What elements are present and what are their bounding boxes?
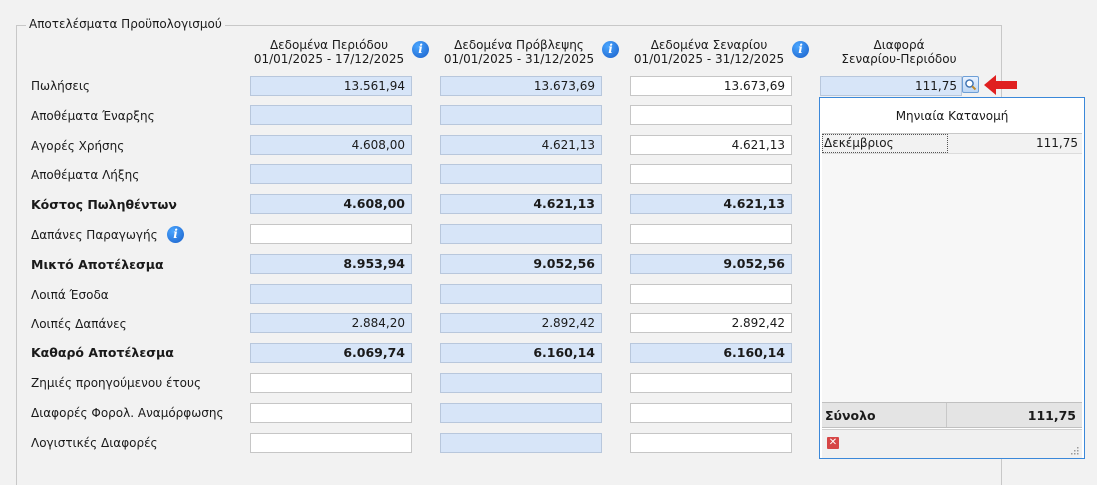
forecast-value-field[interactable]: 13.673,69 bbox=[440, 76, 602, 96]
forecast-value-field[interactable]: 2.892,42 bbox=[440, 313, 602, 333]
magnifier-icon bbox=[965, 79, 977, 91]
list-item-value: 111,75 bbox=[1036, 136, 1078, 150]
period-value-field[interactable]: 8.953,94 bbox=[250, 254, 412, 274]
forecast-value-field[interactable] bbox=[440, 105, 602, 125]
list-item[interactable]: Δεκέμβριος 111,75 bbox=[822, 134, 1082, 154]
popup-footer: ✕ bbox=[822, 429, 1082, 458]
forecast-value-field[interactable] bbox=[440, 373, 602, 393]
row-label-other-expenses: Λοιπές Δαπάνες bbox=[31, 317, 127, 331]
scenario-value-field[interactable]: 6.160,14 bbox=[630, 343, 792, 363]
period-value-field[interactable] bbox=[250, 105, 412, 125]
column-separator bbox=[946, 403, 947, 427]
column-header-forecast-dates: 01/01/2025 - 31/12/2025 bbox=[443, 52, 595, 66]
row-label-sales: Πωλήσεις bbox=[31, 79, 90, 93]
group-title: Αποτελέσματα Προϋπολογισμού bbox=[26, 17, 225, 31]
total-label: Σύνολο bbox=[825, 408, 876, 423]
period-value-field[interactable] bbox=[250, 373, 412, 393]
scenario-value-field[interactable]: 2.892,42 bbox=[630, 313, 792, 333]
row-label-production-expenses: Δαπάνες Παραγωγής bbox=[31, 228, 158, 242]
column-header-period-dates: 01/01/2025 - 17/12/2025 bbox=[253, 52, 405, 66]
forecast-value-field[interactable]: 9.052,56 bbox=[440, 254, 602, 274]
scenario-value-field[interactable] bbox=[630, 164, 792, 184]
row-label-other-income: Λοιπά Έσοδα bbox=[31, 288, 109, 302]
column-header-scenario-title: Δεδομένα Σεναρίου bbox=[650, 38, 768, 52]
row-label-accounting-differences: Λογιστικές Διαφορές bbox=[31, 436, 158, 450]
column-header-period: Δεδομένα Περιόδου 01/01/2025 - 17/12/202… bbox=[246, 38, 412, 66]
row-label-cost-of-sales: Κόστος Πωληθέντων bbox=[31, 197, 177, 212]
info-icon[interactable]: i bbox=[792, 41, 809, 58]
forecast-value-field[interactable] bbox=[440, 403, 602, 423]
period-value-field[interactable]: 2.884,20 bbox=[250, 313, 412, 333]
scenario-value-field[interactable]: 4.621,13 bbox=[630, 194, 792, 214]
period-value-field[interactable]: 6.069,74 bbox=[250, 343, 412, 363]
row-label-opening-stock: Αποθέματα Έναρξης bbox=[31, 109, 155, 123]
row-label-gross-result: Μικτό Αποτέλεσμα bbox=[31, 257, 164, 272]
red-arrow-icon bbox=[984, 75, 1017, 95]
info-icon[interactable]: i bbox=[167, 226, 184, 243]
scenario-value-field[interactable] bbox=[630, 284, 792, 304]
column-header-difference: Διαφορά Σεναρίου-Περιόδου bbox=[816, 38, 982, 66]
column-header-forecast: Δεδομένα Πρόβλεψης 01/01/2025 - 31/12/20… bbox=[436, 38, 602, 66]
resize-grip-icon[interactable] bbox=[1071, 447, 1079, 455]
forecast-value-field[interactable]: 4.621,13 bbox=[440, 194, 602, 214]
scenario-value-field[interactable] bbox=[630, 373, 792, 393]
period-value-field[interactable] bbox=[250, 403, 412, 423]
column-header-period-title: Δεδομένα Περιόδου bbox=[269, 38, 389, 52]
row-label-prior-year-losses: Ζημιές προηγούμενου έτους bbox=[31, 376, 202, 390]
scenario-value-field[interactable]: 9.052,56 bbox=[630, 254, 792, 274]
forecast-value-field[interactable]: 4.621,13 bbox=[440, 135, 602, 155]
column-header-forecast-title: Δεδομένα Πρόβλεψης bbox=[454, 38, 584, 52]
forecast-value-field[interactable] bbox=[440, 284, 602, 304]
close-icon[interactable]: ✕ bbox=[827, 437, 839, 449]
forecast-value-field[interactable] bbox=[440, 433, 602, 453]
column-header-difference-title: Διαφορά bbox=[873, 38, 925, 52]
scenario-value-field[interactable]: 13.673,69 bbox=[630, 76, 792, 96]
period-value-field[interactable]: 4.608,00 bbox=[250, 135, 412, 155]
period-value-field[interactable] bbox=[250, 224, 412, 244]
list-item-month: Δεκέμβριος bbox=[824, 136, 894, 150]
total-row: Σύνολο 111,75 bbox=[822, 402, 1082, 428]
period-value-field[interactable]: 4.608,00 bbox=[250, 194, 412, 214]
info-icon[interactable]: i bbox=[602, 41, 619, 58]
row-label-closing-stock: Αποθέματα Λήξης bbox=[31, 168, 140, 182]
forecast-value-field[interactable] bbox=[440, 224, 602, 244]
monthly-breakdown-search-button[interactable] bbox=[962, 76, 979, 93]
period-value-field[interactable] bbox=[250, 284, 412, 304]
column-header-difference-subtitle: Σεναρίου-Περιόδου bbox=[841, 52, 957, 66]
focus-rectangle bbox=[822, 134, 948, 153]
scenario-value-field[interactable] bbox=[630, 105, 792, 125]
row-label-purchases: Αγορές Χρήσης bbox=[31, 139, 125, 153]
forecast-value-field[interactable] bbox=[440, 164, 602, 184]
forecast-value-field[interactable]: 6.160,14 bbox=[440, 343, 602, 363]
scenario-value-field[interactable] bbox=[630, 433, 792, 453]
scenario-value-field[interactable] bbox=[630, 403, 792, 423]
total-value: 111,75 bbox=[1027, 408, 1076, 423]
info-icon[interactable]: i bbox=[412, 41, 429, 58]
column-header-scenario-dates: 01/01/2025 - 31/12/2025 bbox=[633, 52, 785, 66]
popup-title: Μηνιαία Κατανομή bbox=[895, 109, 1009, 123]
period-value-field[interactable] bbox=[250, 433, 412, 453]
difference-value-field[interactable]: 111,75 bbox=[820, 76, 962, 96]
scenario-value-field[interactable] bbox=[630, 224, 792, 244]
column-header-scenario: Δεδομένα Σεναρίου 01/01/2025 - 31/12/202… bbox=[626, 38, 792, 66]
row-label-tax-adjustment-differences: Διαφορές Φορολ. Αναμόρφωσης bbox=[31, 406, 224, 420]
period-value-field[interactable]: 13.561,94 bbox=[250, 76, 412, 96]
monthly-breakdown-list: Δεκέμβριος 111,75 bbox=[822, 133, 1082, 402]
period-value-field[interactable] bbox=[250, 164, 412, 184]
row-label-net-result: Καθαρό Αποτέλεσμα bbox=[31, 345, 174, 360]
scenario-value-field[interactable]: 4.621,13 bbox=[630, 135, 792, 155]
monthly-breakdown-popup: Μηνιαία Κατανομή Δεκέμβριος 111,75 Σύνολ… bbox=[819, 97, 1085, 459]
